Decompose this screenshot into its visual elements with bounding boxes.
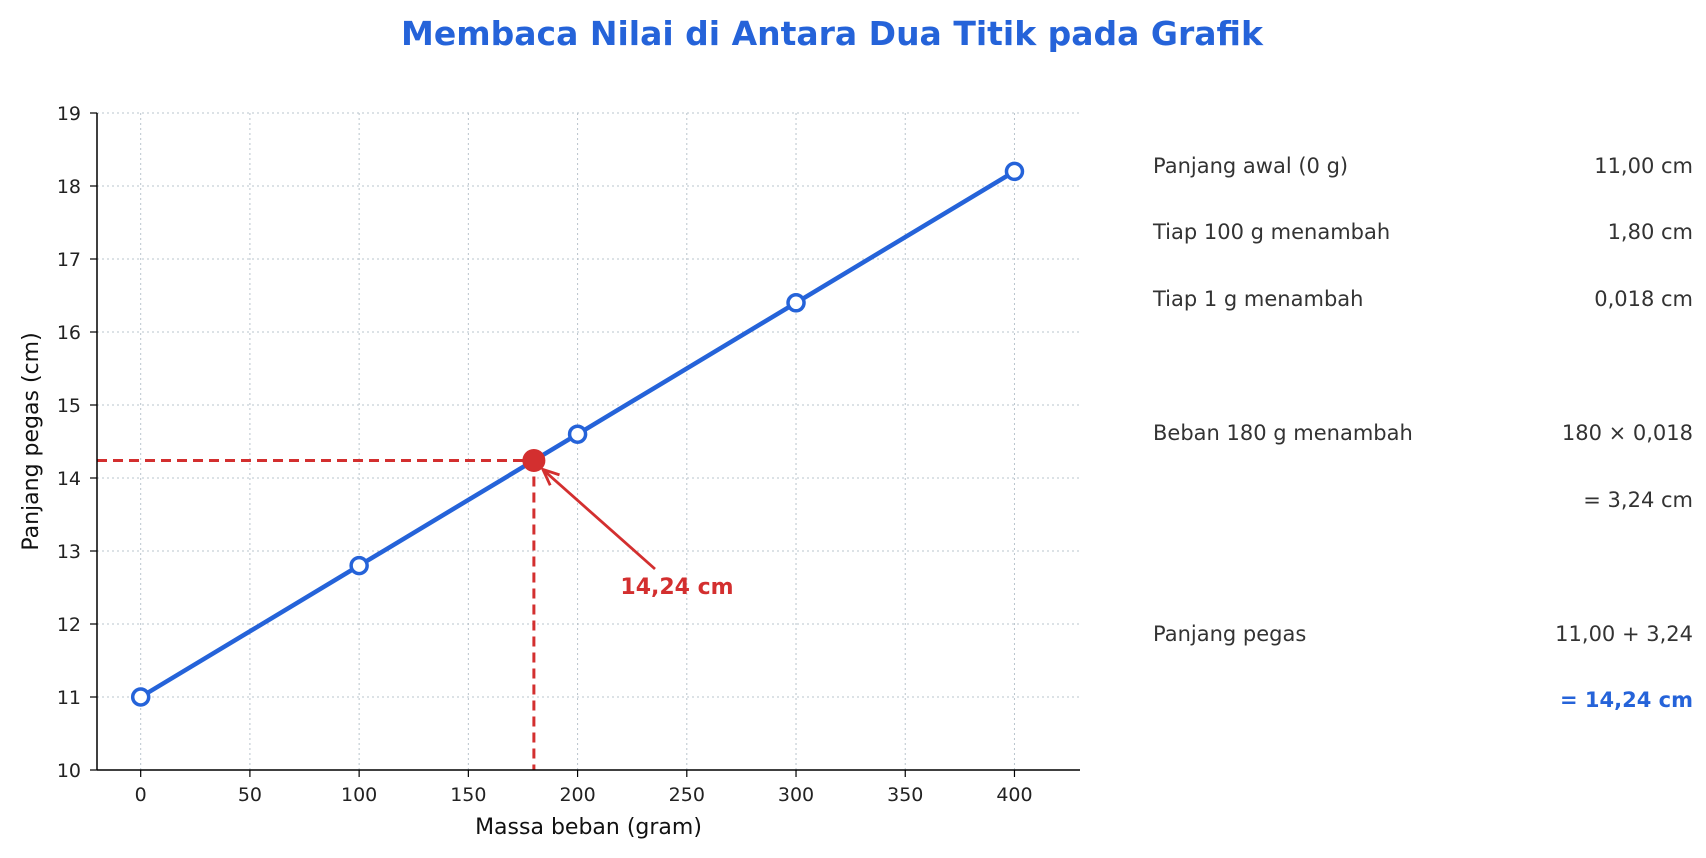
calc-row-label: Panjang pegas xyxy=(1153,622,1307,646)
data-point xyxy=(786,293,806,313)
y-tick-label: 19 xyxy=(57,103,81,125)
calc-row-value: 11,00 cm xyxy=(1594,154,1693,178)
x-tick-label: 200 xyxy=(559,784,595,806)
calc-row-label: Panjang awal (0 g) xyxy=(1153,154,1349,178)
series xyxy=(130,161,1025,707)
y-tick-label: 17 xyxy=(57,249,81,271)
y-tick-label: 10 xyxy=(57,760,81,782)
x-tick-label: 250 xyxy=(669,784,705,806)
y-tick-label: 13 xyxy=(57,541,81,563)
calc-result-value: = 14,24 cm xyxy=(1560,688,1693,712)
x-tick-label: 400 xyxy=(996,784,1032,806)
x-tick-label: 50 xyxy=(238,784,262,806)
data-point xyxy=(1004,161,1025,182)
x-tick-label: 150 xyxy=(450,784,486,806)
calc-row-value: 11,00 + 3,24 xyxy=(1555,622,1693,646)
calc-row-label: Beban 180 g menambah xyxy=(1153,421,1413,445)
line-chart: 0 50 100 150 200 250 300 350 400 10 11 12 13 14 15 16 17… xyxy=(19,103,1080,840)
y-tick-label: 11 xyxy=(57,687,81,709)
calc-row-label: Tiap 100 g menambah xyxy=(1153,220,1391,244)
annotation-label: 14,24 cm xyxy=(620,575,733,600)
annotation: 14,24 cm xyxy=(522,448,734,600)
y-tick-label: 16 xyxy=(57,322,81,344)
x-tick-label: 0 xyxy=(135,784,147,806)
axes: 0 50 100 150 200 250 300 350 400 10 11 12 13 14 15 16 17… xyxy=(19,103,1080,840)
calc-row-value: 180 × 0,018 xyxy=(1561,421,1693,445)
annotation-arrow xyxy=(542,469,656,571)
calculation-panel: Panjang awal (0 g) 11,00 cm Tiap 100 g m… xyxy=(1153,0,1693,858)
data-point xyxy=(349,555,369,576)
guide-lines xyxy=(97,458,536,770)
data-point xyxy=(567,424,588,444)
y-tick-label: 18 xyxy=(57,176,81,198)
y-tick-label: 12 xyxy=(57,614,81,636)
calc-row-value: = 3,24 cm xyxy=(1583,488,1693,512)
x-tick-label: 100 xyxy=(341,784,377,806)
y-axis-label: Panjang pegas (cm) xyxy=(19,332,44,550)
chart-title: Membaca Nilai di Antara Dua Titik pada G… xyxy=(401,14,1263,53)
y-tick-label: 14 xyxy=(57,468,81,490)
calc-row-value: 0,018 cm xyxy=(1594,287,1693,311)
x-tick-label: 350 xyxy=(887,784,923,806)
y-tick-label: 15 xyxy=(57,395,81,417)
x-axis-label: Massa beban (gram) xyxy=(475,815,702,840)
calc-row-label: Tiap 1 g menambah xyxy=(1153,287,1364,311)
annotation-arrowhead xyxy=(540,467,560,486)
x-tick-label: 300 xyxy=(778,784,814,806)
grid xyxy=(97,112,1080,771)
calc-row-value: 1,80 cm xyxy=(1607,220,1693,244)
highlight-point xyxy=(522,448,546,472)
data-point xyxy=(130,687,151,707)
